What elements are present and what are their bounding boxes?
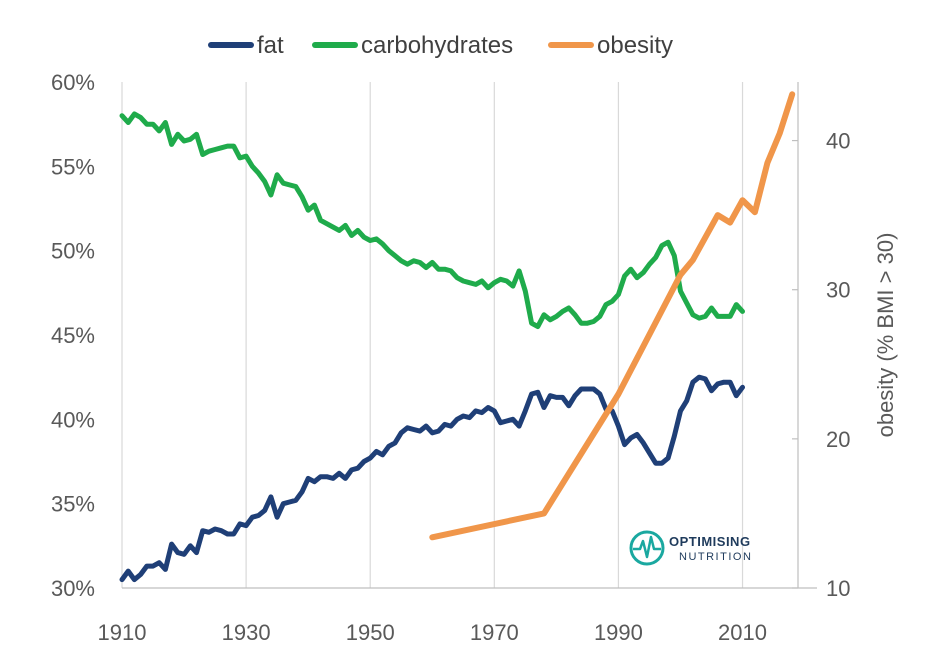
y2-tick-label: 30 [826,278,850,303]
logo-text-bottom: NUTRITION [679,551,752,563]
x-tick-label: 1990 [594,620,643,645]
y2-tick-label: 40 [826,129,850,154]
series-line-carbohydrates [119,111,745,330]
legend-label-fat: fat [257,32,284,59]
series-line-fat [119,374,745,583]
series-lines [119,91,796,583]
y-tick-label: 55% [51,154,95,179]
x-tick-label: 1910 [98,620,147,645]
y-tick-label: 60% [51,70,95,95]
x-tick-label: 2010 [718,620,767,645]
watermark-logo: OPTIMISING NUTRITION [629,530,752,566]
right-axis-title: obesity (% BMI > 30) [873,233,898,438]
legend-label-carbohydrates: carbohydrates [361,32,513,59]
y-tick-label: 45% [51,323,95,348]
y-tick-label: 40% [51,407,95,432]
x-tick-label: 1950 [346,620,395,645]
x-axis-ticks: 1910 1930 1950 1970 1990 2010 [98,620,767,645]
gridlines [121,82,744,588]
y-tick-label: 35% [51,492,95,517]
logo-icon [629,530,665,566]
y-tick-label: 30% [51,576,95,601]
legend-label-obesity: obesity [597,32,673,59]
logo-text-top: OPTIMISING [669,534,751,549]
x-tick-label: 1970 [470,620,519,645]
y2-tick-label: 20 [826,427,850,452]
y-tick-label: 50% [51,239,95,264]
legend: fat carbohydrates obesity [208,32,673,59]
legend-item-fat: fat [208,32,284,59]
legend-item-carbohydrates: carbohydrates [312,32,513,59]
legend-item-obesity: obesity [548,32,673,59]
y2-tick-label: 10 [826,576,850,601]
x-tick-label: 1930 [222,620,271,645]
right-axis-ticks: 10 20 30 40 [792,129,850,601]
left-axis-ticks: 30% 35% 40% 45% 50% 55% 60% [51,70,95,601]
axes [122,82,817,589]
series-line-obesity [429,91,796,541]
